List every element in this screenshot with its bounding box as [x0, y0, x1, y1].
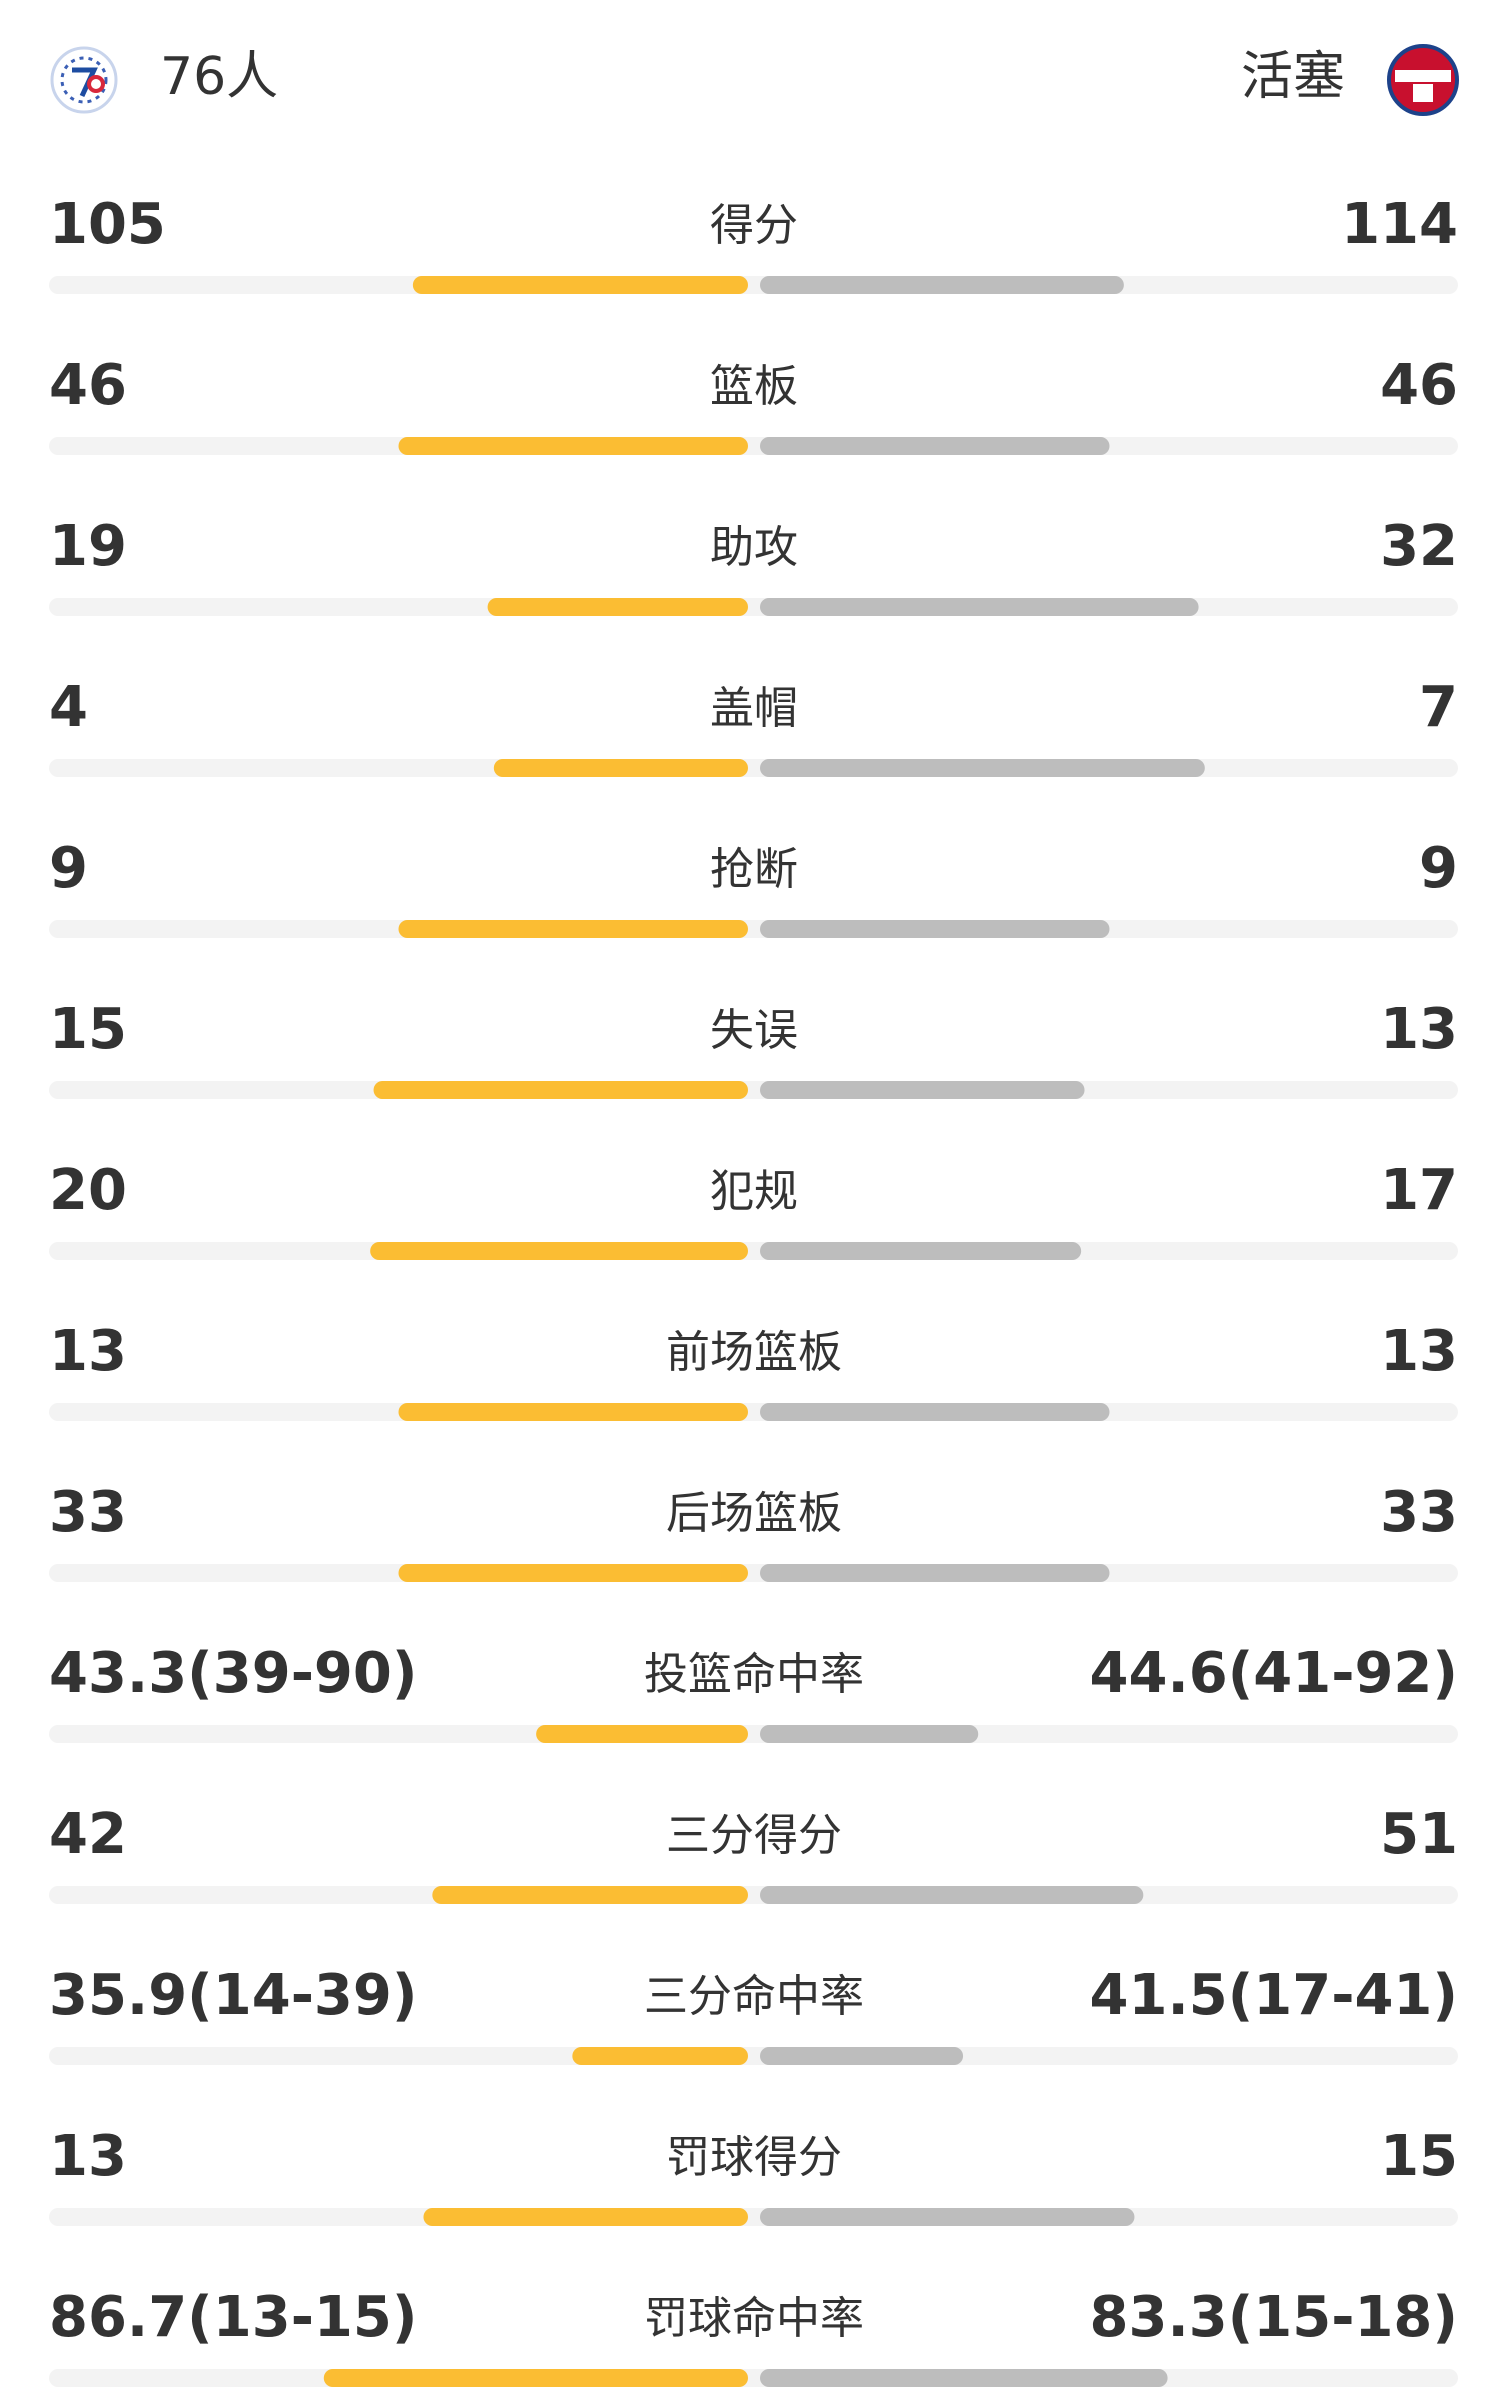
away-logo — [1387, 44, 1459, 116]
home-logo — [50, 46, 118, 114]
away-value: 33 — [1380, 1480, 1458, 1545]
home-value: 20 — [49, 1158, 127, 1223]
away-bar — [760, 276, 1124, 294]
stat-rows: 105 得分 114 46 篮板 46 19 助攻 32 4 盖帽 7 9 抢断 9 15 失误 13 20 犯规 17… — [49, 192, 1458, 2387]
bar-track — [49, 2369, 1458, 2387]
home-value: 46 — [49, 353, 127, 418]
bar-track — [49, 759, 1458, 777]
home-team: 76人 — [160, 47, 278, 107]
stat-label: 失误 — [710, 1005, 798, 1056]
stat-label: 罚球得分 — [666, 2132, 842, 2183]
away-bar — [760, 1081, 1085, 1099]
home-value: 13 — [49, 2124, 127, 2189]
home-value: 33 — [49, 1480, 127, 1545]
home-bar — [432, 1886, 748, 1904]
away-value: 9 — [1419, 836, 1458, 901]
home-bar — [487, 598, 748, 616]
away-bar — [760, 598, 1199, 616]
bar-track — [49, 1564, 1458, 1582]
stat-label: 三分得分 — [666, 1810, 842, 1861]
away-value: 32 — [1380, 514, 1458, 579]
home-value: 13 — [49, 1319, 127, 1384]
stat-label: 三分命中率 — [644, 1971, 864, 2022]
bar-track — [49, 437, 1458, 455]
away-value: 114 — [1341, 192, 1458, 257]
away-value: 17 — [1380, 1158, 1458, 1223]
away-bar — [760, 920, 1110, 938]
home-bar — [398, 1403, 748, 1421]
away-bar — [760, 1242, 1082, 1260]
bar-track — [49, 2047, 1458, 2065]
home-value: 4 — [49, 675, 88, 740]
away-value: 15 — [1380, 2124, 1458, 2189]
stat-label: 助攻 — [710, 522, 798, 573]
bar-track — [49, 1242, 1458, 1260]
away-value: 41.5(17-41) — [1090, 1963, 1458, 2028]
stat-label: 抢断 — [710, 844, 798, 895]
home-bar — [423, 2208, 748, 2226]
home-bar — [493, 759, 748, 777]
stat-label: 犯规 — [710, 1166, 798, 1217]
home-bar — [323, 2369, 748, 2387]
away-bar — [760, 1564, 1110, 1582]
away-bar — [760, 1403, 1110, 1421]
bar-track — [49, 598, 1458, 616]
bar-track — [49, 1886, 1458, 1904]
away-bar — [760, 1886, 1144, 1904]
bar-track — [49, 1081, 1458, 1099]
away-value: 13 — [1380, 997, 1458, 1062]
home-value: 35.9(14-39) — [49, 1963, 417, 2028]
away-bar — [760, 2047, 964, 2065]
home-value: 42 — [49, 1802, 127, 1867]
away-bar — [760, 2208, 1135, 2226]
away-value: 13 — [1380, 1319, 1458, 1384]
home-bar — [572, 2047, 748, 2065]
stat-label: 罚球命中率 — [644, 2293, 864, 2344]
home-bar — [398, 1564, 748, 1582]
home-value: 86.7(13-15) — [49, 2285, 417, 2350]
home-bar — [373, 1081, 748, 1099]
bar-track — [49, 920, 1458, 938]
away-team: 活塞 — [1241, 47, 1345, 107]
away-bar — [760, 2369, 1168, 2387]
bar-track — [49, 1725, 1458, 1743]
stat-label: 投篮命中率 — [644, 1649, 864, 1700]
away-bar — [760, 759, 1205, 777]
home-bar — [398, 920, 748, 938]
stat-label: 前场篮板 — [666, 1327, 842, 1378]
bar-track — [49, 276, 1458, 294]
stat-label: 盖帽 — [710, 683, 798, 734]
away-bar — [760, 437, 1110, 455]
stat-label: 篮板 — [710, 361, 798, 412]
away-value: 7 — [1419, 675, 1458, 740]
away-bar — [760, 1725, 979, 1743]
home-bar — [536, 1725, 748, 1743]
bar-track — [49, 2208, 1458, 2226]
away-value: 46 — [1380, 353, 1458, 418]
bar-track — [49, 1403, 1458, 1421]
home-value: 9 — [49, 836, 88, 901]
home-bar — [370, 1242, 748, 1260]
home-value: 105 — [49, 192, 166, 257]
away-value: 51 — [1380, 1802, 1458, 1867]
stat-label: 后场篮板 — [666, 1488, 842, 1539]
away-value: 44.6(41-92) — [1090, 1641, 1458, 1706]
home-value: 43.3(39-90) — [49, 1641, 417, 1706]
home-bar — [398, 437, 748, 455]
stat-label: 得分 — [710, 200, 798, 251]
home-value: 19 — [49, 514, 127, 579]
home-bar — [412, 276, 748, 294]
home-value: 15 — [49, 997, 127, 1062]
away-value: 83.3(15-18) — [1090, 2285, 1458, 2350]
